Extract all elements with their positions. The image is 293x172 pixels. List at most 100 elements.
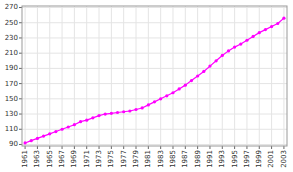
grid-line-x — [234, 6, 235, 146]
marker — [184, 84, 187, 87]
marker — [85, 119, 88, 122]
marker — [79, 120, 82, 123]
tick-label-x: 1971 — [83, 150, 91, 168]
grid-line-x — [123, 6, 124, 146]
grid-line-x — [99, 6, 100, 146]
marker — [60, 128, 63, 131]
tick-label-y: 90 — [9, 140, 18, 148]
marker — [116, 111, 119, 114]
grid-line-x — [185, 6, 186, 146]
marker — [97, 114, 100, 117]
tick-label-y: 110 — [5, 125, 18, 133]
marker — [153, 100, 156, 103]
marker — [208, 65, 211, 68]
marker — [147, 103, 150, 106]
marker — [159, 97, 162, 100]
marker — [30, 139, 33, 142]
tick-label-x: 1985 — [169, 150, 177, 168]
tick-label-y: 270 — [5, 3, 18, 11]
tick-label-x: 1965 — [46, 150, 54, 168]
grid-line-x — [259, 6, 260, 146]
marker — [165, 94, 168, 97]
marker — [141, 106, 144, 109]
marker — [54, 130, 57, 133]
tick-label-x: 1981 — [144, 150, 152, 168]
marker — [202, 70, 205, 73]
plot-frame — [22, 6, 287, 146]
tick-label-x: 1969 — [70, 150, 78, 168]
marker — [36, 137, 39, 140]
grid-line-x — [25, 6, 26, 146]
grid-line-x — [86, 6, 87, 146]
tick-label-x: 1963 — [33, 150, 41, 168]
marker — [258, 31, 261, 34]
marker — [221, 54, 224, 57]
tick-label-x: 1967 — [58, 150, 66, 168]
grid-line-x — [62, 6, 63, 146]
tick-label-y: 210 — [5, 49, 18, 57]
tick-label-x: 1997 — [243, 150, 251, 168]
marker — [233, 45, 236, 48]
line — [25, 18, 284, 143]
tick-label-y: 250 — [5, 19, 18, 27]
marker — [23, 141, 26, 144]
marker — [122, 110, 125, 113]
chart-container: 90 110 130 150 170 190 210 230 250 270 1961 1963 196… — [0, 0, 293, 172]
chart-svg: 90 110 130 150 170 190 210 230 250 270 1961 1963 196… — [0, 0, 293, 172]
tick-label-x: 1989 — [194, 150, 202, 168]
marker — [73, 123, 76, 126]
marker — [110, 112, 113, 115]
grid-line-x — [283, 6, 284, 146]
tick-label-x: 1979 — [132, 150, 140, 168]
grid-line-x — [136, 6, 137, 146]
marker — [215, 59, 218, 62]
grid-line-x — [246, 6, 247, 146]
tick-label-x: 1975 — [107, 150, 115, 168]
marker — [134, 108, 137, 111]
tick-label-x: 1977 — [120, 150, 128, 168]
tick-label-y: 170 — [5, 80, 18, 88]
marker — [227, 49, 230, 52]
tick-label-y: 150 — [5, 95, 18, 103]
marker — [276, 22, 279, 25]
marker — [91, 116, 94, 119]
marker — [245, 39, 248, 42]
marker — [48, 132, 51, 135]
tick-label-x: 1983 — [157, 150, 165, 168]
tick-label-x: 1995 — [231, 150, 239, 168]
marker — [239, 42, 242, 45]
tick-label-x: 2001 — [267, 150, 275, 168]
tick-label-x: 2003 — [280, 150, 288, 168]
tick-label-x: 1999 — [255, 150, 263, 168]
marker — [67, 125, 70, 128]
tick-label-x: 1991 — [206, 150, 214, 168]
marker — [252, 35, 255, 38]
marker — [171, 91, 174, 94]
grid-line-x — [111, 6, 112, 146]
tick-label-x: 1987 — [181, 150, 189, 168]
tick-label-x: 1973 — [95, 150, 103, 168]
tick-label-y: 130 — [5, 110, 18, 118]
tick-label-y: 230 — [5, 34, 18, 42]
axes: 90 110 130 150 170 190 210 230 250 270 1961 1963 196… — [5, 3, 288, 167]
series — [23, 17, 285, 145]
plot-background — [22, 6, 287, 146]
grid-line-x — [148, 6, 149, 146]
grid-line-x — [172, 6, 173, 146]
grid-line-x — [222, 6, 223, 146]
marker — [190, 79, 193, 82]
grid-line-x — [160, 6, 161, 146]
grid — [22, 6, 287, 146]
grid-line-x — [209, 6, 210, 146]
tick-label-x: 1961 — [21, 150, 29, 168]
marker — [270, 25, 273, 28]
marker — [178, 87, 181, 90]
marker — [282, 17, 285, 20]
marker — [104, 112, 107, 115]
marker — [128, 109, 131, 112]
tick-label-y: 190 — [5, 64, 18, 72]
tick-label-x: 1993 — [218, 150, 226, 168]
grid-line-x — [37, 6, 38, 146]
marker — [264, 28, 267, 31]
marker — [196, 74, 199, 77]
